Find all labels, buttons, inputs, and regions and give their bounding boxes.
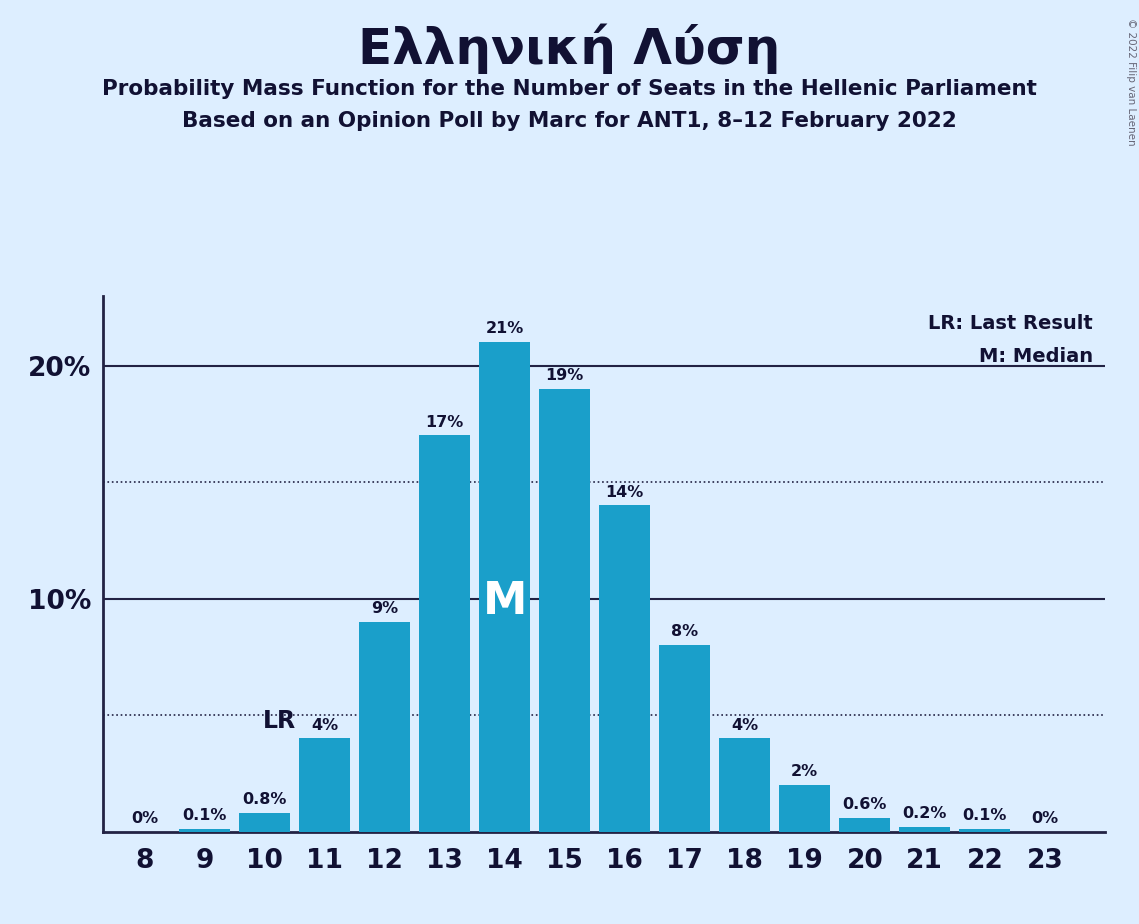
Text: 2%: 2% xyxy=(792,764,818,779)
Text: 0%: 0% xyxy=(131,810,158,826)
Bar xyxy=(900,827,950,832)
Text: 17%: 17% xyxy=(426,415,464,430)
Text: 0.1%: 0.1% xyxy=(182,808,227,823)
Bar xyxy=(300,738,350,832)
Text: Based on an Opinion Poll by Marc for ANT1, 8–12 February 2022: Based on an Opinion Poll by Marc for ANT… xyxy=(182,111,957,131)
Bar xyxy=(839,818,891,832)
Bar xyxy=(480,342,530,832)
Text: 8%: 8% xyxy=(671,625,698,639)
Bar xyxy=(419,435,470,832)
Text: M: M xyxy=(483,580,527,623)
Text: M: Median: M: Median xyxy=(978,346,1092,366)
Text: 4%: 4% xyxy=(731,718,759,733)
Text: 19%: 19% xyxy=(546,368,584,383)
Text: 0.2%: 0.2% xyxy=(902,806,947,821)
Text: LR: Last Result: LR: Last Result xyxy=(928,314,1092,334)
Text: Probability Mass Function for the Number of Seats in the Hellenic Parliament: Probability Mass Function for the Number… xyxy=(103,79,1036,99)
Bar xyxy=(179,829,230,832)
Bar xyxy=(239,813,290,832)
Bar xyxy=(719,738,770,832)
Text: LR: LR xyxy=(263,709,296,733)
Text: 21%: 21% xyxy=(485,322,524,336)
Bar xyxy=(659,645,711,832)
Bar xyxy=(539,389,590,832)
Text: Ελληνική Λύση: Ελληνική Λύση xyxy=(359,23,780,74)
Text: © 2022 Filip van Laenen: © 2022 Filip van Laenen xyxy=(1126,18,1136,146)
Text: 9%: 9% xyxy=(371,602,399,616)
Text: 0.6%: 0.6% xyxy=(843,796,887,812)
Text: 0%: 0% xyxy=(1031,810,1058,826)
Bar xyxy=(779,785,830,832)
Bar xyxy=(359,622,410,832)
Bar xyxy=(959,829,1010,832)
Bar xyxy=(599,505,650,832)
Text: 4%: 4% xyxy=(311,718,338,733)
Text: 0.1%: 0.1% xyxy=(962,808,1007,823)
Text: 14%: 14% xyxy=(606,484,644,500)
Text: 0.8%: 0.8% xyxy=(243,792,287,808)
